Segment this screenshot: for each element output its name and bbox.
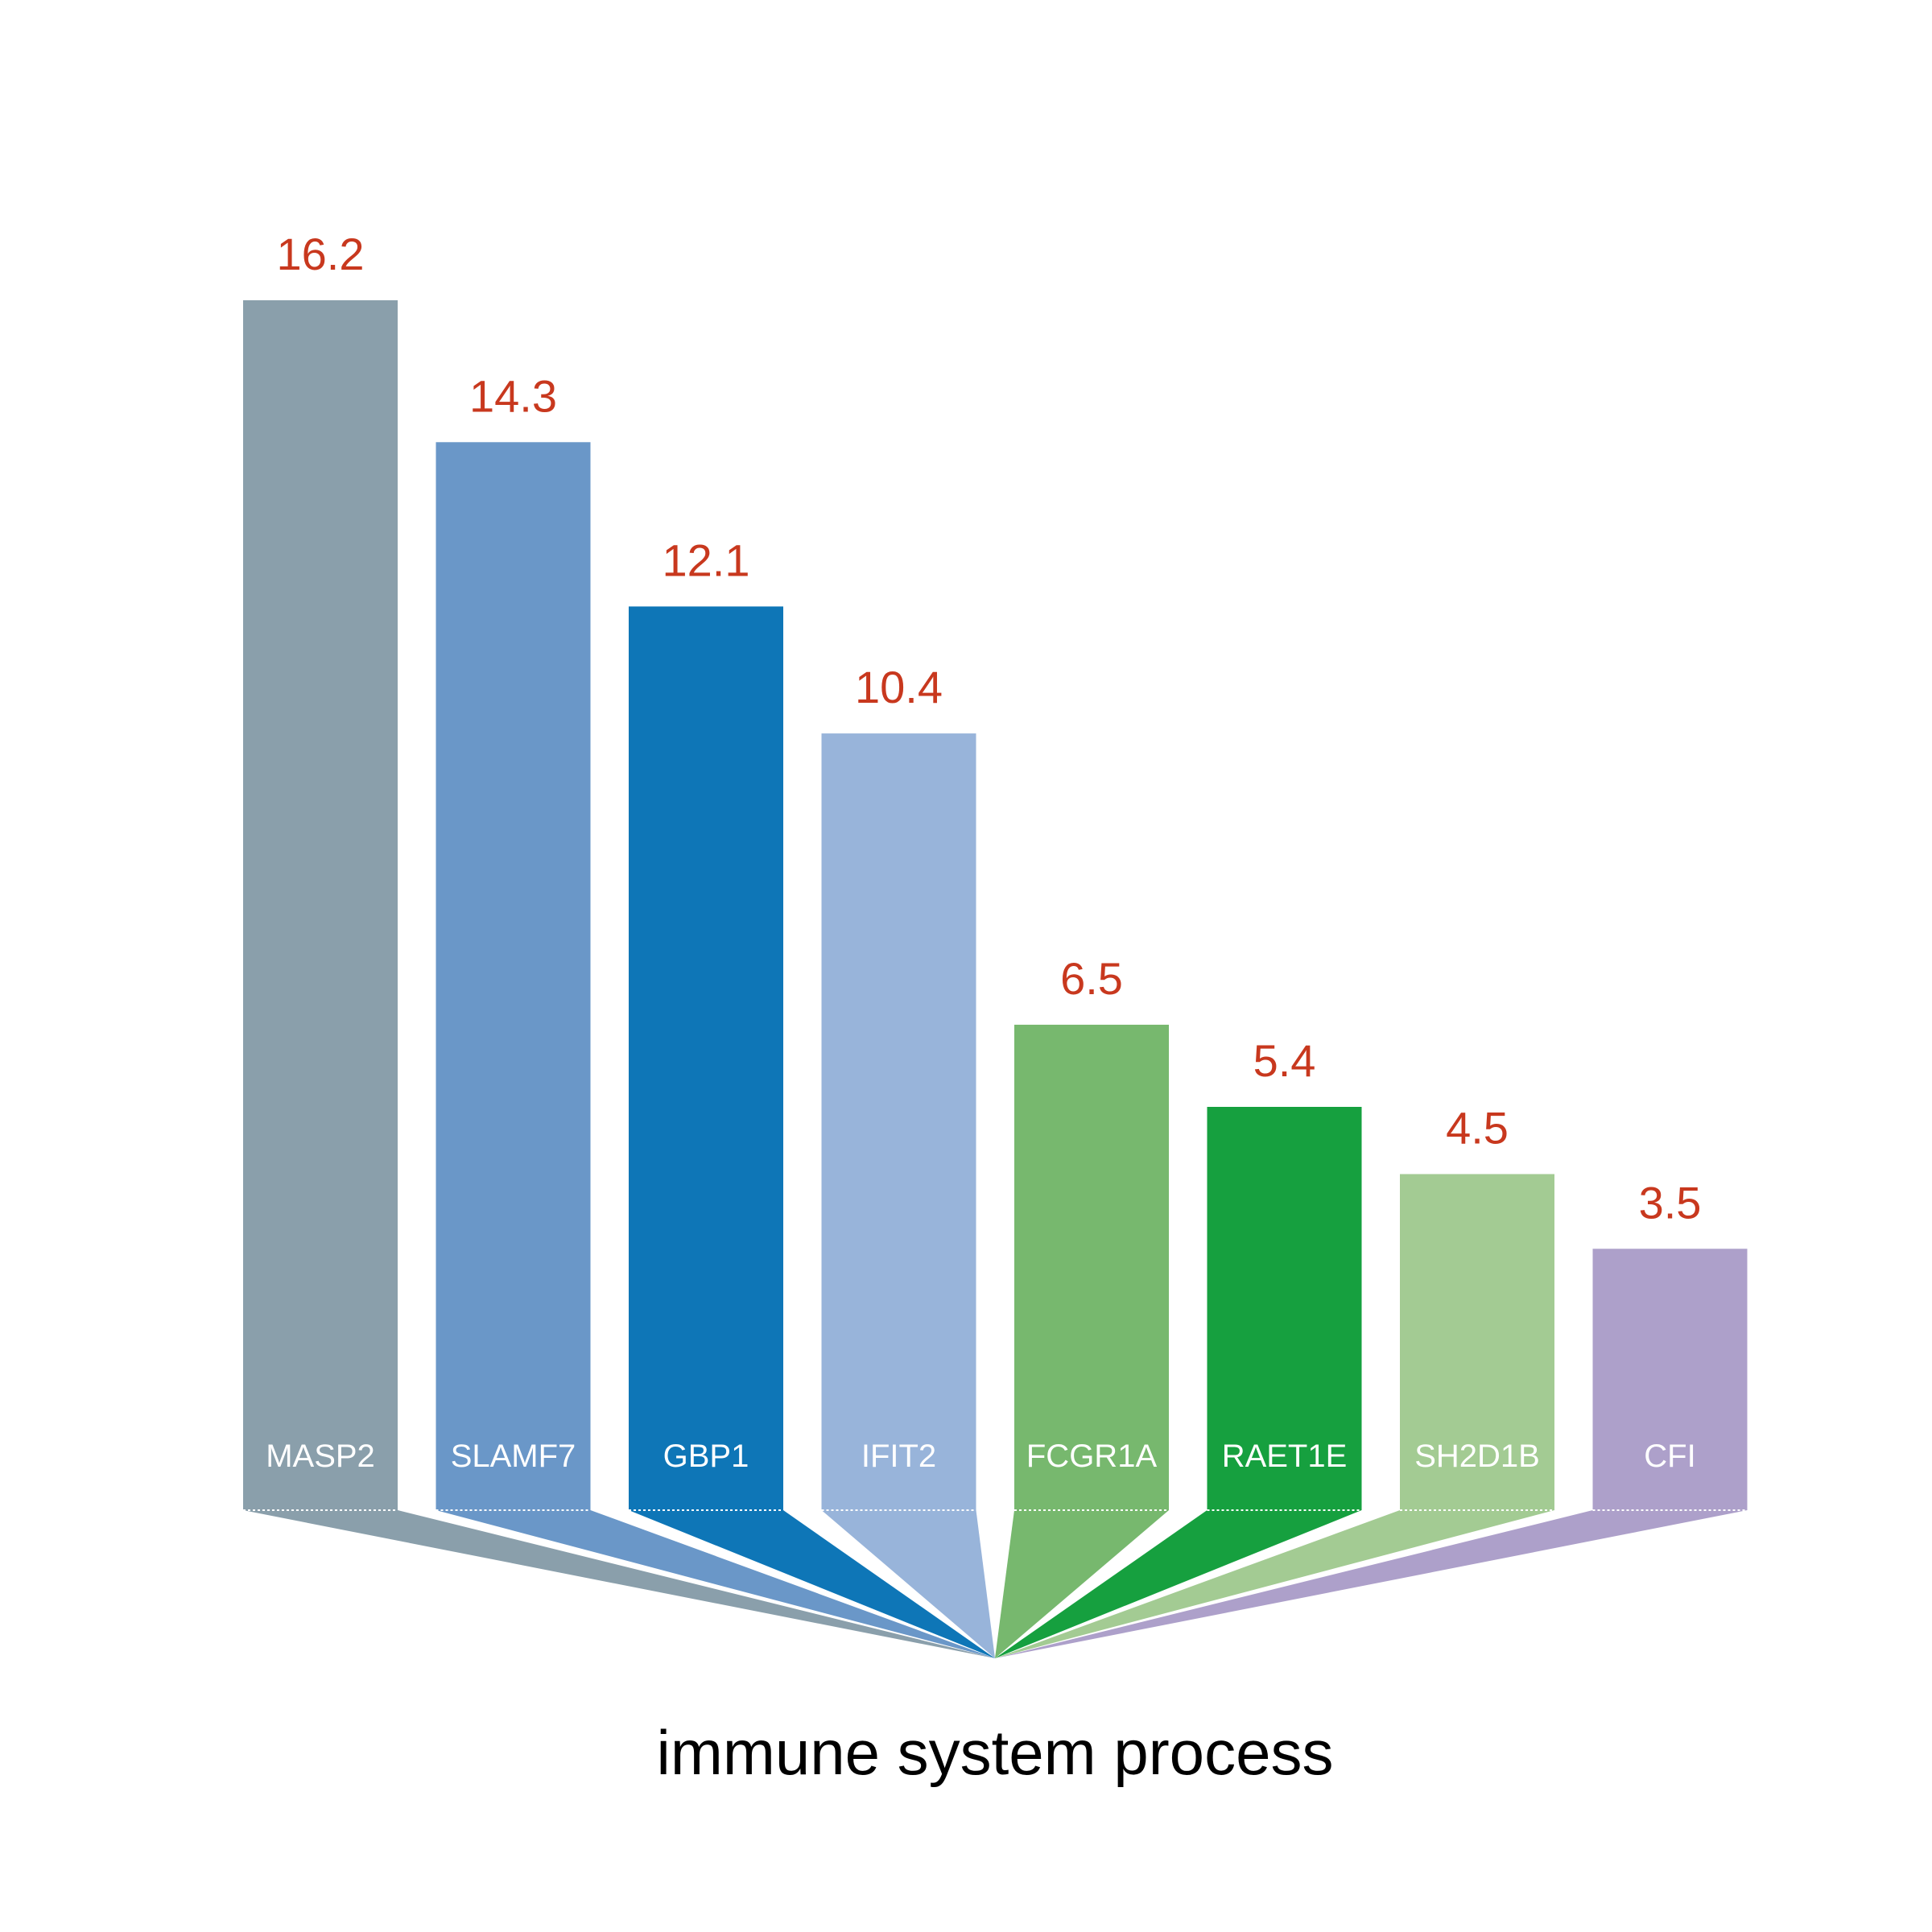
data-label: 12.1 (663, 535, 750, 585)
bar (1400, 1174, 1554, 1510)
category-label: RAET1E (1222, 1439, 1348, 1474)
data-label: 16.2 (277, 229, 365, 279)
funnel-connector (821, 1510, 995, 1658)
funnel-connector (243, 1510, 995, 1658)
bar (436, 442, 591, 1510)
funnel-connector (436, 1510, 995, 1658)
data-label: 5.4 (1253, 1035, 1316, 1086)
category-label: MASP2 (266, 1439, 375, 1474)
data-label: 14.3 (469, 370, 557, 421)
data-label: 10.4 (855, 662, 943, 712)
bar (1207, 1107, 1362, 1510)
category-label: SH2D1B (1414, 1439, 1540, 1474)
funnel-connector (995, 1510, 1362, 1658)
category-label: CFI (1644, 1439, 1695, 1474)
funnel-connector (995, 1510, 1169, 1658)
bar (1592, 1249, 1748, 1510)
value-labels: 16.2 14.3 12.1 10.4 6.5 5.4 4.5 3.5 (277, 229, 1702, 1228)
bar (243, 300, 398, 1510)
category-label: GBP1 (663, 1439, 749, 1474)
funnel-connectors (243, 1510, 1748, 1658)
bar (1014, 1024, 1169, 1510)
data-label: 6.5 (1060, 953, 1123, 1004)
data-label: 4.5 (1446, 1103, 1509, 1154)
bar (629, 606, 783, 1510)
bars (243, 300, 1748, 1510)
category-labels: MASP2 SLAMF7 GBP1 IFIT2 FCGR1A RAET1E SH2D1B CF… (266, 1439, 1696, 1474)
funnel-connector (995, 1510, 1554, 1658)
category-label: IFIT2 (861, 1439, 936, 1474)
category-label: FCGR1A (1026, 1439, 1158, 1474)
category-label: SLAMF7 (451, 1439, 576, 1474)
chart-title: immune system process (657, 1717, 1334, 1788)
data-label: 3.5 (1639, 1177, 1702, 1228)
bar (821, 733, 976, 1510)
funnel-connector (995, 1510, 1748, 1658)
funnel-connector (629, 1510, 995, 1658)
